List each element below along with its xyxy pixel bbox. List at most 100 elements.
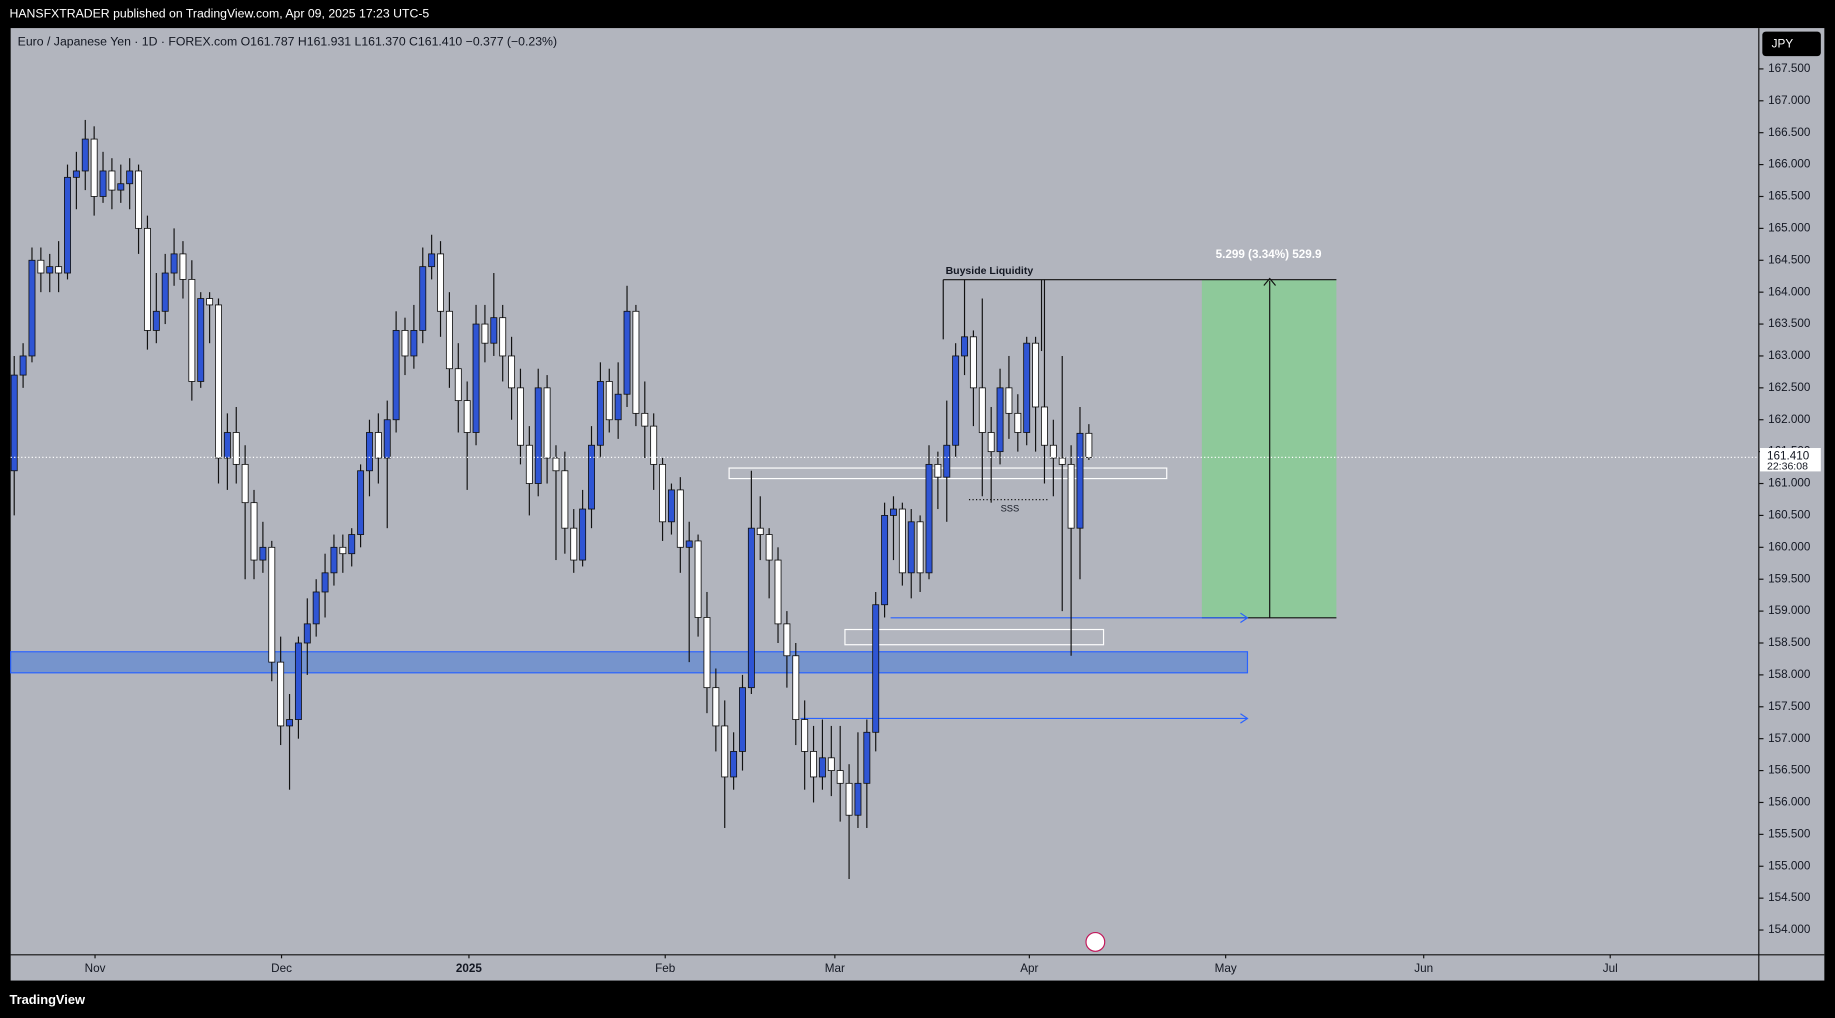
zone-box	[844, 628, 1105, 646]
candle-body	[694, 540, 702, 618]
candle-body	[641, 412, 649, 427]
candle-body	[392, 330, 400, 421]
currency-badge	[1762, 31, 1821, 57]
candle-body	[117, 183, 125, 191]
candle-body	[348, 534, 356, 555]
candle-body	[135, 170, 143, 229]
y-tick-label: 165.500	[1768, 190, 1811, 203]
candle-body	[312, 591, 320, 625]
ray-arrow	[1240, 713, 1249, 724]
candle-body	[570, 527, 578, 561]
candle-body	[357, 470, 365, 535]
candle-body	[739, 687, 746, 752]
candle-body	[632, 310, 640, 414]
candle-body	[579, 508, 587, 561]
candle-body	[1014, 412, 1022, 433]
candle-body	[508, 355, 516, 389]
event-icon[interactable]	[1085, 931, 1106, 952]
candle-body	[321, 572, 329, 593]
candle-body	[72, 170, 80, 178]
measure-label: 5.299 (3.34%) 529.9	[1216, 248, 1322, 261]
candle-body	[410, 330, 418, 357]
demand-zone	[10, 651, 1249, 674]
y-tick-label: 160.000	[1768, 540, 1811, 553]
candle-body	[676, 489, 684, 548]
candle-body	[978, 387, 986, 433]
y-tick-label: 157.000	[1768, 732, 1811, 745]
candle-body	[223, 432, 231, 459]
last-price-box	[1759, 448, 1821, 472]
x-tick-label: Jun	[1414, 962, 1433, 975]
x-tick-label: May	[1215, 962, 1237, 975]
candle-body	[170, 253, 178, 274]
candle-body	[161, 272, 169, 312]
candle-body	[10, 374, 18, 472]
x-tick-label: Apr	[1020, 962, 1038, 975]
candle-body	[561, 470, 569, 529]
candle-body	[499, 317, 507, 357]
candle-body	[428, 253, 436, 268]
candle-body	[1076, 432, 1084, 529]
candle-body	[845, 782, 853, 816]
candle-body	[925, 463, 933, 574]
candle-body	[650, 425, 658, 465]
last-price-label: 161.410	[1767, 449, 1810, 462]
y-tick-label: 156.000	[1768, 796, 1811, 809]
plot-background	[10, 28, 1825, 981]
candle-body	[206, 298, 214, 306]
candle-body	[481, 323, 489, 344]
candle-body	[463, 400, 471, 433]
candle-body	[801, 719, 809, 752]
y-tick-label: 167.500	[1768, 62, 1811, 75]
candle-body	[259, 546, 267, 561]
candle-body	[588, 444, 595, 510]
candle-body	[286, 719, 293, 727]
candle-body	[517, 387, 524, 446]
candle-body	[366, 432, 373, 472]
candle-body	[445, 310, 453, 370]
candle-body	[552, 457, 560, 472]
x-tick-label: Nov	[85, 962, 106, 975]
y-tick-label: 159.000	[1768, 604, 1811, 617]
y-tick-label: 163.500	[1768, 317, 1811, 330]
y-tick-label: 157.500	[1768, 700, 1811, 713]
candle-body	[188, 278, 196, 382]
candle-body	[765, 534, 773, 561]
candle-body	[525, 444, 533, 484]
y-tick-label: 166.500	[1768, 126, 1811, 139]
candle-body	[215, 304, 222, 459]
y-tick-label: 165.000	[1768, 221, 1811, 234]
measure-arrow	[1263, 277, 1277, 286]
buyside-label: Buyside Liquidity	[946, 265, 1034, 277]
candle-body	[241, 463, 249, 504]
candle-body	[703, 617, 711, 689]
candle-body	[943, 444, 951, 478]
y-tick-label: 166.000	[1768, 158, 1811, 171]
x-tick-label: 2025	[456, 962, 483, 975]
candle-body	[623, 310, 631, 395]
candle-body	[294, 642, 302, 720]
y-tick-label: 162.000	[1768, 413, 1811, 426]
candle-body	[774, 559, 782, 625]
y-tick-label: 163.000	[1768, 349, 1811, 362]
candle-body	[303, 623, 311, 644]
candle-body	[268, 546, 276, 663]
candle-body	[667, 489, 675, 523]
sss-label: SSS	[1001, 503, 1020, 513]
candle-body	[197, 298, 205, 382]
ray-arrow	[1240, 612, 1249, 623]
candle-body	[90, 138, 98, 197]
candle-body	[881, 515, 889, 606]
candle-body	[730, 751, 738, 778]
candle-body	[126, 170, 134, 185]
candle-body	[28, 259, 36, 357]
y-tick-label: 154.500	[1768, 891, 1811, 904]
candle-body	[143, 227, 151, 331]
candle-body	[374, 432, 382, 459]
candle-body	[890, 508, 897, 516]
candle-body	[659, 463, 667, 523]
candle-body	[996, 387, 1004, 453]
y-tick-label: 155.500	[1768, 827, 1811, 840]
candle-body	[872, 604, 880, 733]
